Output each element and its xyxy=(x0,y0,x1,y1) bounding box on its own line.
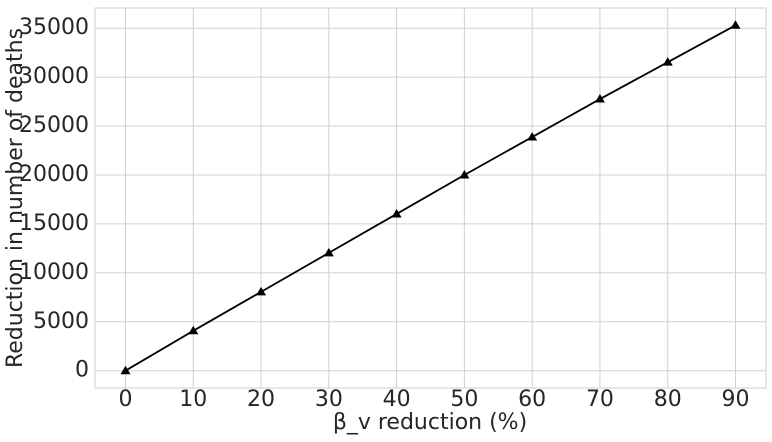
x-tick-label: 30 xyxy=(315,387,343,412)
data-marker xyxy=(459,170,470,179)
y-tick-label: 10000 xyxy=(19,260,89,285)
x-tick-label: 60 xyxy=(518,387,546,412)
y-axis-label: Reduction in number of deaths xyxy=(3,28,28,368)
y-tick-label: 35000 xyxy=(19,15,89,40)
y-tick-label: 20000 xyxy=(19,162,89,187)
data-marker xyxy=(662,57,673,66)
plot-frame xyxy=(94,7,767,389)
data-marker xyxy=(323,247,334,257)
x-tick-label: 70 xyxy=(586,387,614,412)
y-tick-label: 5000 xyxy=(33,309,89,334)
y-tick-label: 30000 xyxy=(19,64,89,89)
x-tick-label: 40 xyxy=(383,387,411,412)
x-tick-label: 90 xyxy=(722,387,750,412)
x-tick-label: 0 xyxy=(119,387,133,412)
data-marker xyxy=(594,94,605,103)
data-marker xyxy=(256,286,267,296)
x-tick-label: 80 xyxy=(654,387,682,412)
data-marker xyxy=(391,208,402,218)
y-tick-label: 0 xyxy=(75,358,89,383)
x-axis-label: β_v reduction (%) xyxy=(333,410,527,435)
y-tick-label: 25000 xyxy=(19,113,89,138)
data-marker xyxy=(120,365,131,375)
y-tick-label: 15000 xyxy=(19,211,89,236)
x-tick-label: 10 xyxy=(179,387,207,412)
x-tick-label: 50 xyxy=(450,387,478,412)
data-marker xyxy=(188,325,199,335)
x-tick-label: 20 xyxy=(247,387,275,412)
data-marker xyxy=(730,20,741,29)
data-marker xyxy=(527,132,538,141)
data-line xyxy=(125,24,736,372)
